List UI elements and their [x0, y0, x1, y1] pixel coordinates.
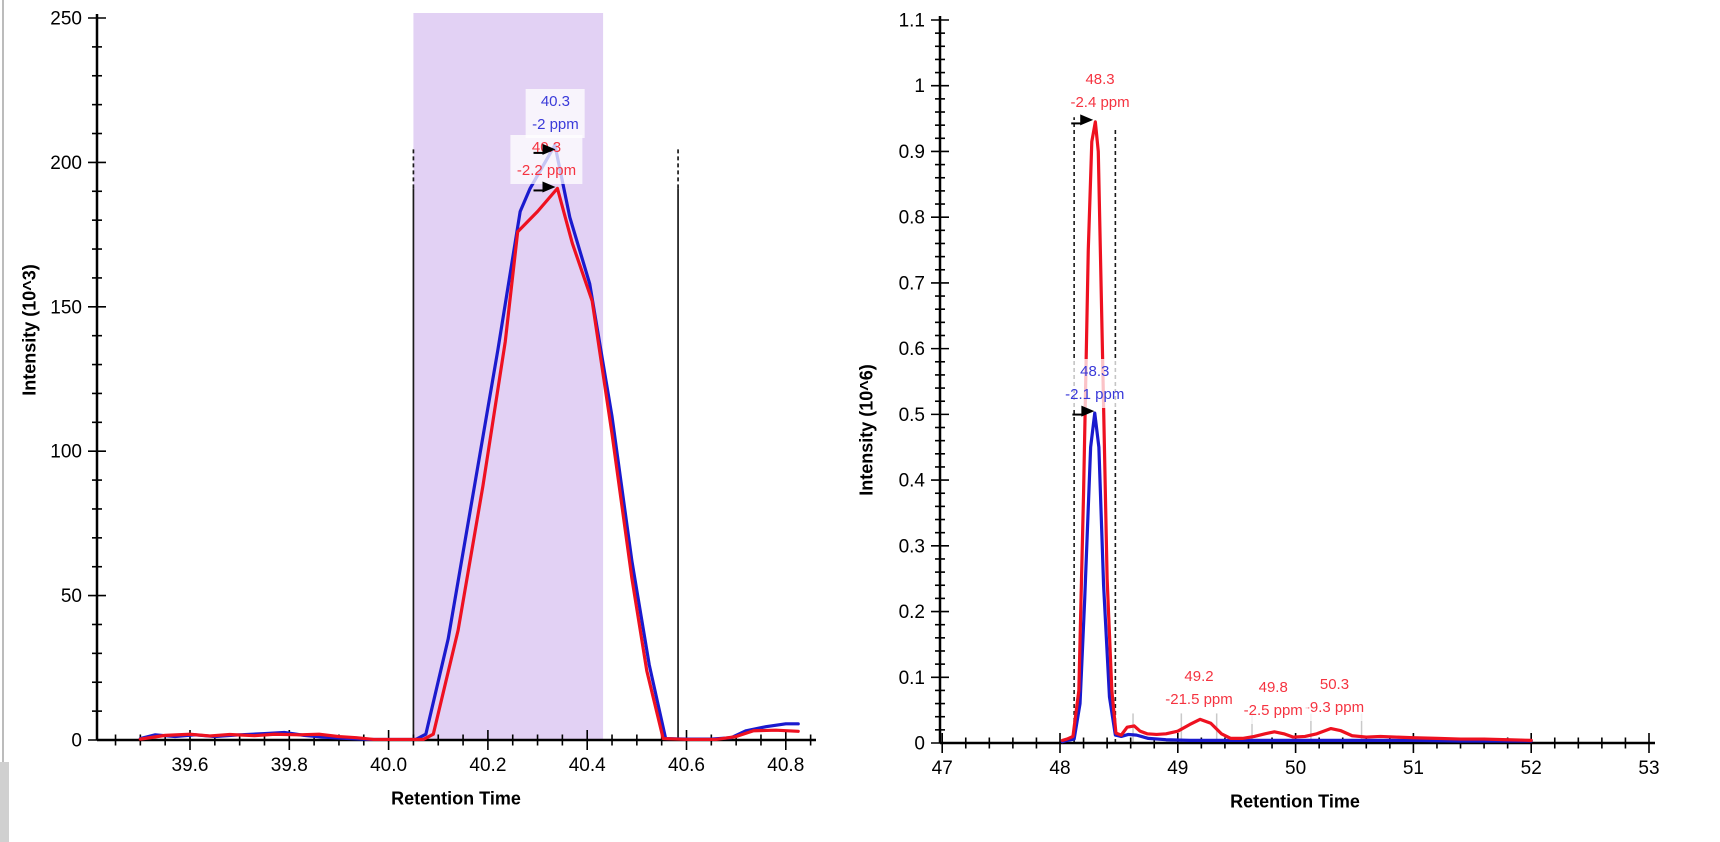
annotation-line: -21.5 ppm: [1165, 691, 1233, 709]
peak-annotation-label-red[interactable]: 49.2 -21.5 ppm: [1159, 664, 1239, 714]
svg-text:40.6: 40.6: [668, 755, 705, 776]
svg-text:0.4: 0.4: [899, 471, 926, 492]
peak-annotation-label-red[interactable]: 40.3 -2.2 ppm: [510, 134, 583, 184]
svg-text:47: 47: [932, 758, 953, 779]
peak-annotation-label-red[interactable]: 50.3 -9.3 ppm: [1298, 672, 1371, 722]
annotation-line: -2.5 ppm: [1243, 701, 1303, 719]
svg-text:0: 0: [914, 734, 925, 755]
svg-text:40.2: 40.2: [469, 755, 506, 776]
annotation-line: -9.3 ppm: [1304, 699, 1365, 717]
right-tick-labels: 47 48 49 50 51 52 53 0 0.1 0.2 0.3 0.4 0.5 0.6 0.7 0.8 0…: [899, 11, 1660, 780]
svg-text:40.8: 40.8: [767, 755, 804, 776]
left-ticks: [88, 17, 812, 750]
annotation-line: -2.2 ppm: [516, 161, 577, 179]
svg-text:150: 150: [50, 297, 82, 318]
peak-annotation-label-blue[interactable]: 48.3 -2.1 ppm: [1059, 358, 1131, 408]
svg-text:200: 200: [50, 153, 82, 174]
svg-text:0.7: 0.7: [899, 273, 925, 294]
svg-text:50: 50: [61, 586, 82, 607]
svg-text:0.6: 0.6: [899, 339, 925, 360]
x-axis-title-left: Retention Time: [391, 788, 521, 809]
svg-text:52: 52: [1521, 758, 1542, 779]
svg-text:40.0: 40.0: [370, 755, 407, 776]
svg-text:100: 100: [50, 442, 82, 463]
svg-text:50: 50: [1285, 758, 1306, 779]
svg-text:0.1: 0.1: [899, 668, 925, 689]
svg-text:0.3: 0.3: [899, 536, 925, 557]
svg-text:48: 48: [1049, 758, 1070, 779]
annotation-line: 48.3: [1080, 362, 1110, 380]
left-tick-labels: 39.6 39.8 40.0 40.2 40.4 40.6 40.8 0 50 100 150 200…: [50, 9, 804, 777]
svg-text:53: 53: [1638, 758, 1659, 779]
peak-annotation-label-red[interactable]: 48.3 -2.4 ppm: [1064, 67, 1136, 117]
annotation-line: 40.3: [531, 138, 562, 156]
svg-text:0.8: 0.8: [899, 208, 925, 229]
panel-left-border: [2, 0, 4, 842]
svg-text:0.9: 0.9: [899, 142, 925, 163]
chromatogram-left[interactable]: 39.6 39.8 40.0 40.2 40.4 40.6 40.8 0 50 100 150 200…: [50, 9, 816, 777]
annotation-line: 40.3: [540, 92, 571, 110]
annotation-line: -2.1 ppm: [1065, 385, 1125, 403]
annotation-line: -2 ppm: [532, 115, 579, 133]
svg-text:39.8: 39.8: [271, 755, 308, 776]
annotation-line: 50.3: [1319, 676, 1350, 694]
right-axes: [938, 16, 1655, 745]
svg-text:39.6: 39.6: [172, 755, 209, 776]
annotation-line: -2.4 ppm: [1070, 94, 1130, 112]
right-ticks: [931, 19, 1650, 753]
svg-text:49: 49: [1167, 758, 1188, 779]
series-blue-trace: [1060, 411, 1533, 744]
svg-text:40.4: 40.4: [569, 755, 606, 776]
chromatogram-right[interactable]: 47 48 49 50 51 52 53 0 0.1 0.2 0.3 0.4 0.5 0.6 0.7 0.8 0…: [899, 11, 1660, 780]
svg-text:51: 51: [1403, 758, 1424, 779]
series-red-trace: [138, 186, 800, 742]
svg-text:0.2: 0.2: [899, 602, 925, 623]
annotation-line: 48.3: [1085, 71, 1115, 89]
annotation-line: 49.8: [1258, 678, 1288, 696]
svg-text:250: 250: [50, 9, 82, 30]
annotation-line: 49.2: [1184, 668, 1214, 686]
svg-text:0: 0: [71, 731, 82, 752]
series-red-trace: [1060, 120, 1533, 742]
scrollbar-fragment[interactable]: [0, 762, 9, 842]
svg-text:1.1: 1.1: [899, 11, 925, 32]
x-axis-title-right: Retention Time: [1230, 791, 1360, 812]
peak-annotation-label-blue[interactable]: 40.3 -2 ppm: [526, 88, 585, 138]
peak-annotation-label-red[interactable]: 49.8 -2.5 ppm: [1237, 674, 1309, 724]
svg-text:1: 1: [914, 76, 925, 97]
svg-text:0.5: 0.5: [899, 405, 925, 426]
